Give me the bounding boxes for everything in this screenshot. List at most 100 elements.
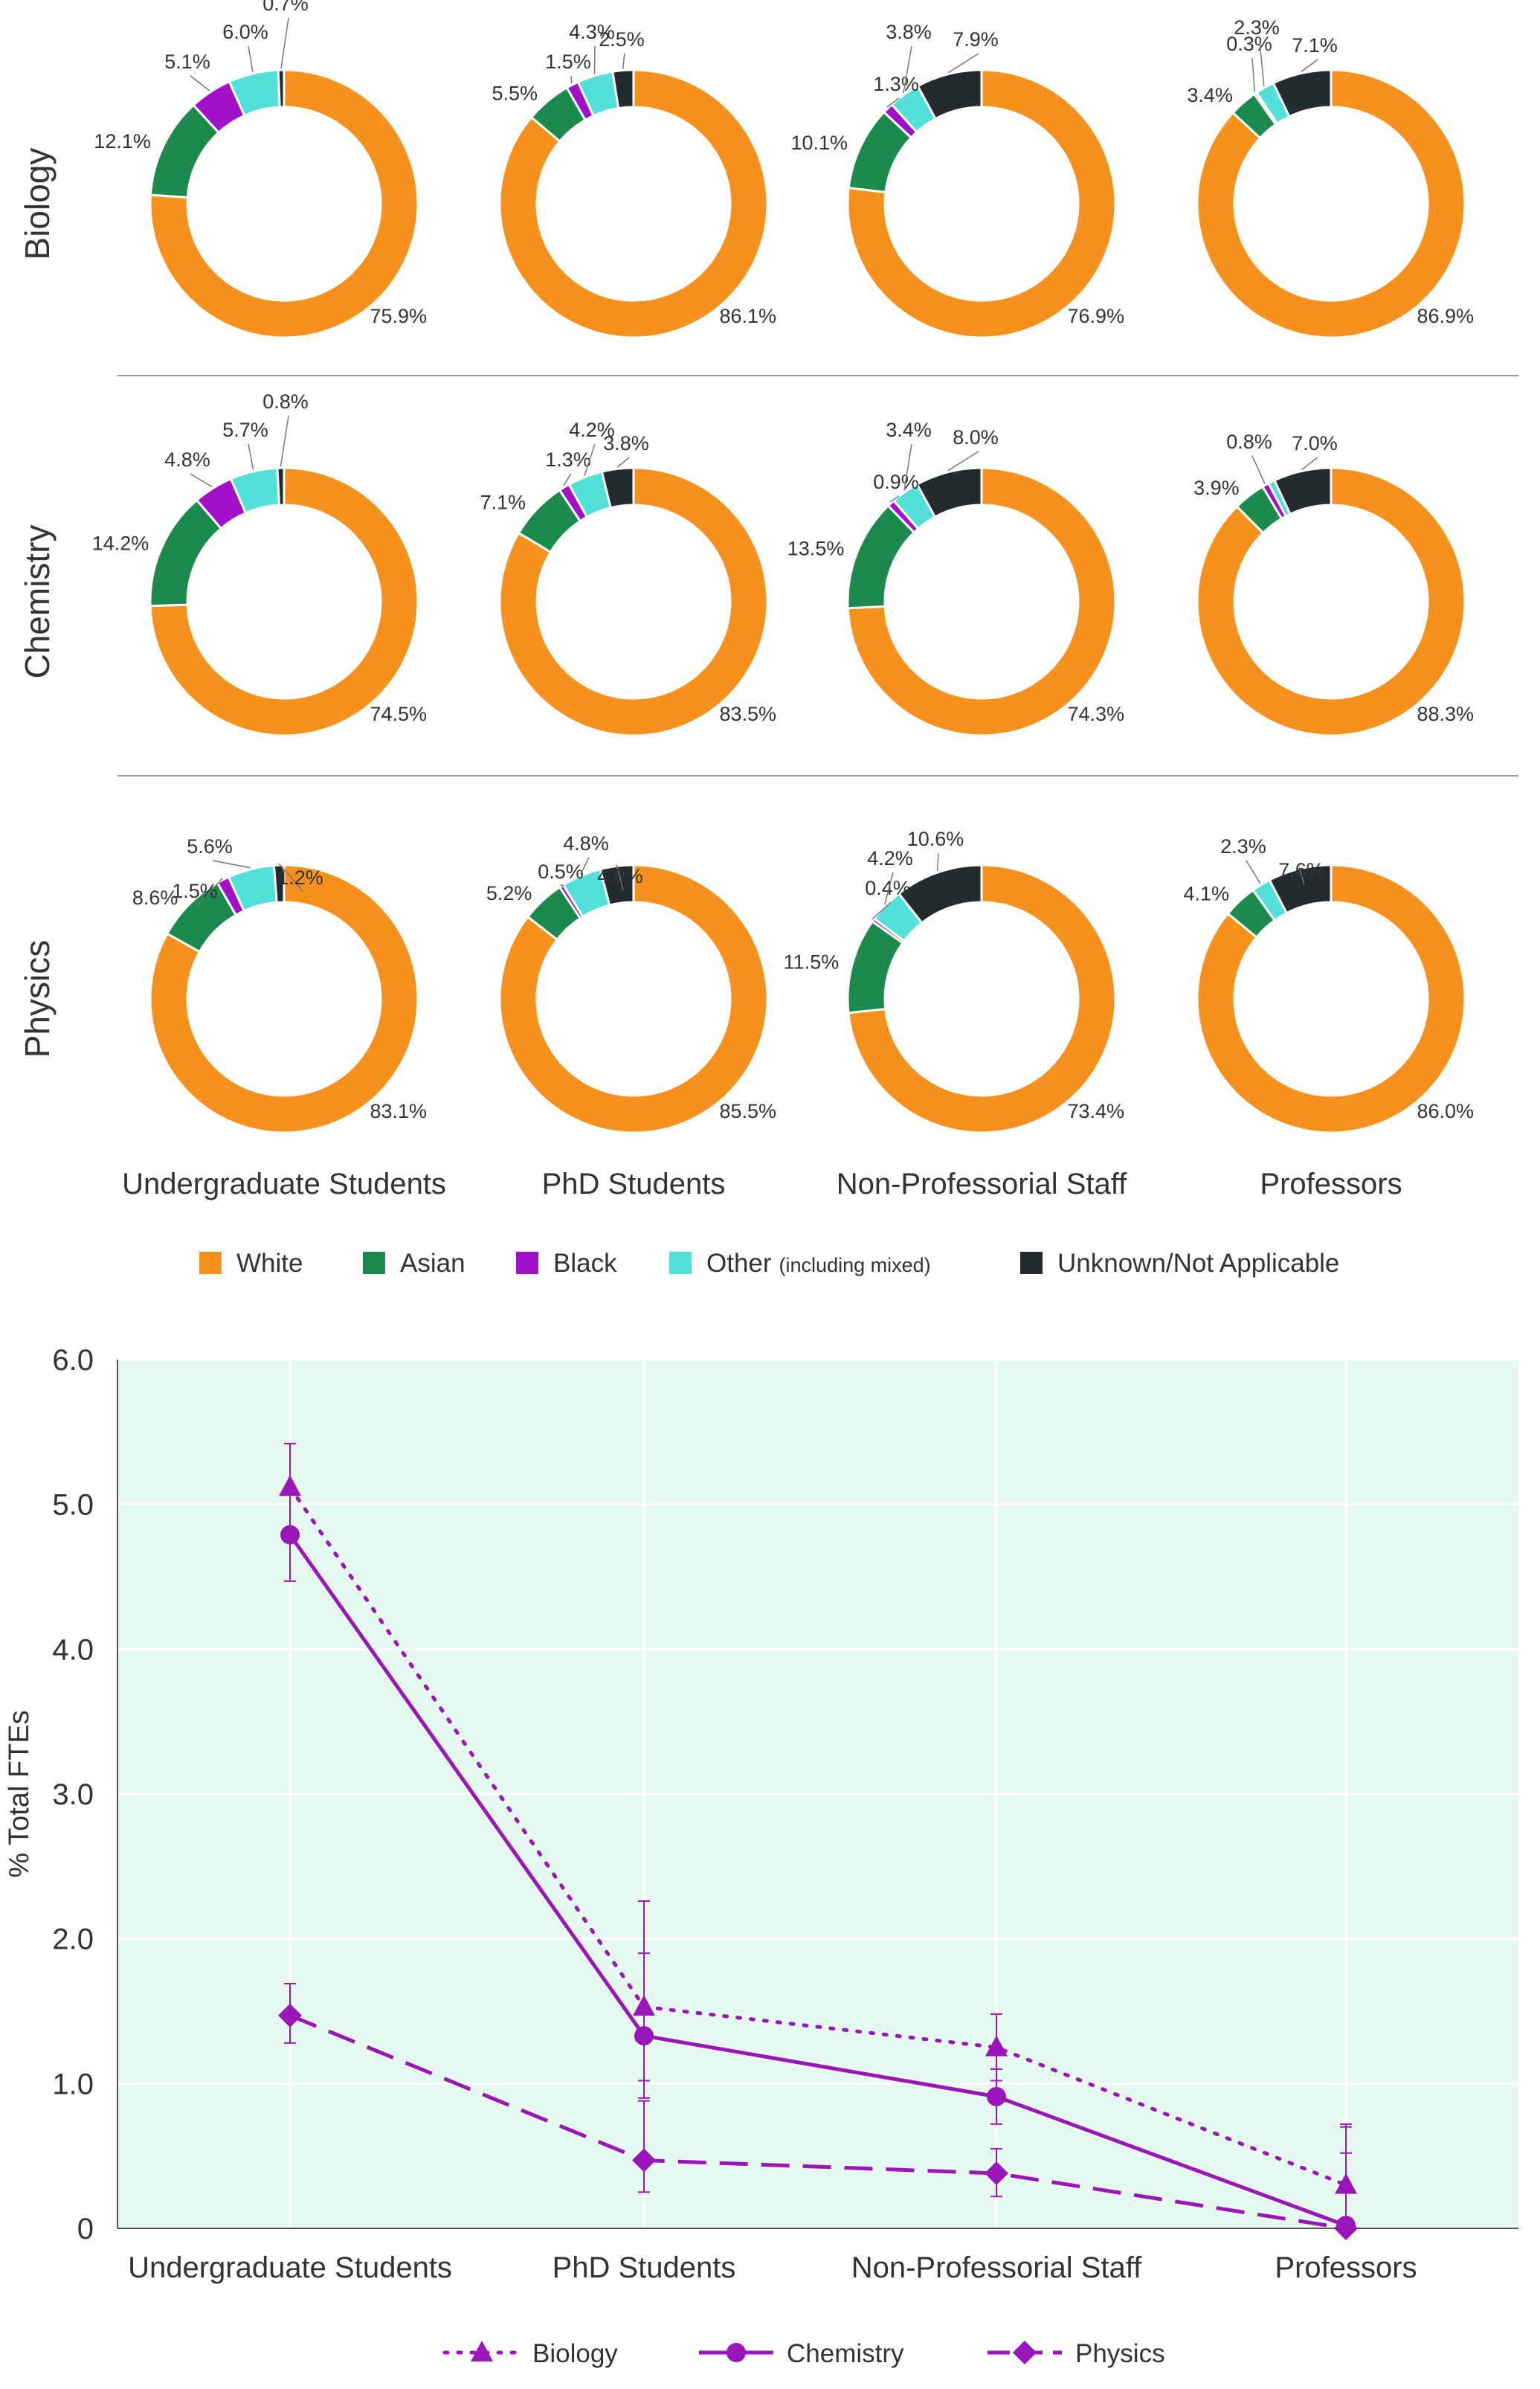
data-label-white: 85.5% xyxy=(719,1100,776,1122)
series-physics xyxy=(278,1983,1358,2240)
leader-unknown xyxy=(1298,866,1305,885)
y-tick-label: 2.0 xyxy=(52,1923,94,1956)
data-label-black: 1.3% xyxy=(873,73,919,95)
data-label-asian: 5.5% xyxy=(492,83,538,105)
legend-item-asian: Asian xyxy=(363,1249,465,1278)
circle-marker xyxy=(280,1525,300,1545)
data-label-black: 0.8% xyxy=(1226,431,1272,453)
slice-white xyxy=(847,864,1117,1134)
data-label-other: 4.2% xyxy=(867,847,913,869)
data-label-unknown: 10.6% xyxy=(907,828,964,850)
row-label-chemistry: Chemistry xyxy=(18,524,57,678)
y-tick-label: 3.0 xyxy=(52,1778,94,1811)
leader-other xyxy=(1246,860,1261,884)
data-label-asian: 11.5% xyxy=(784,951,840,973)
diamond-marker xyxy=(1334,2216,1358,2240)
slice-white xyxy=(149,68,419,339)
donut-chemistry-2: 83.5% 7.1% 1.3% 4.2%3.8% xyxy=(480,419,776,737)
leader-unknown xyxy=(616,457,630,468)
slice-white xyxy=(149,466,419,737)
leader-unknown xyxy=(622,53,625,69)
series-line xyxy=(289,2013,1347,2231)
data-label-white: 86.9% xyxy=(1417,305,1474,327)
data-label-asian: 10.1% xyxy=(790,132,848,154)
data-label-unknown: 3.8% xyxy=(603,432,649,454)
series-line xyxy=(288,1485,1348,2187)
slice-white xyxy=(149,864,419,1134)
data-label-unknown: 8.0% xyxy=(953,426,999,448)
legend-label: White xyxy=(236,1249,303,1278)
donut-biology-2: 86.1% 5.5% 1.5% 4.3%2.5% xyxy=(492,21,776,339)
legend-label: Asian xyxy=(400,1249,465,1278)
x-tick-label: Non-Professorial Staff xyxy=(851,2251,1142,2284)
donut-legend: White Asian Black Other (including mixed) Unk… xyxy=(199,1249,1339,1278)
legend-item-other: Other (including mixed) xyxy=(669,1249,931,1278)
data-label-white: 73.4% xyxy=(1067,1100,1124,1122)
data-label-unknown: 7.0% xyxy=(1292,432,1338,454)
leader-black xyxy=(886,97,900,108)
slice-unknown xyxy=(1272,466,1333,516)
leader-unknown xyxy=(280,17,289,69)
legend-item-biology: Biology xyxy=(442,2339,618,2368)
y-tick-label: 1.0 xyxy=(52,2068,94,2100)
leader-black xyxy=(560,884,564,887)
leader-other xyxy=(884,872,894,905)
data-label-asian: 3.4% xyxy=(1187,84,1233,106)
leader-unknown xyxy=(280,415,289,467)
data-label-white: 86.0% xyxy=(1417,1100,1474,1122)
data-label-unknown: 0.8% xyxy=(262,390,309,413)
circle-marker xyxy=(726,2343,746,2362)
data-label-black: 1.3% xyxy=(545,448,591,471)
diamond-marker xyxy=(1013,2341,1037,2364)
donut-chart-grid: Biology Chemistry Physics 75.9% 12.1% 5.1% 6.0… xyxy=(18,0,1518,1200)
donut-biology-4: 86.9% 3.4% 0.3%2.3% 7.1% xyxy=(1187,16,1474,339)
data-label-other: 2.3% xyxy=(1220,835,1266,858)
slice-white xyxy=(846,466,1117,737)
data-label-black: 0.5% xyxy=(538,861,584,883)
leader-black xyxy=(1251,57,1255,92)
data-label-other: 5.7% xyxy=(222,419,268,441)
row-label-biology: Biology xyxy=(18,148,57,260)
column-label-2: PhD Students xyxy=(542,1168,726,1200)
legend-label: Black xyxy=(553,1249,617,1278)
leader-black xyxy=(563,473,572,486)
slice-unknown xyxy=(1268,864,1333,915)
data-label-other: 4.3% xyxy=(569,21,615,43)
data-label-white: 88.3% xyxy=(1417,703,1474,725)
leader-unknown xyxy=(1301,457,1318,470)
legend-label: Physics xyxy=(1075,2339,1165,2368)
slice-unknown xyxy=(272,864,286,904)
legend-swatch xyxy=(516,1252,538,1274)
donut-biology-3: 76.9% 10.1% 1.3% 3.8% 7.9% xyxy=(790,21,1124,339)
slice-white xyxy=(846,68,1117,339)
diamond-marker xyxy=(278,2003,302,2028)
data-label-black: 5.1% xyxy=(164,51,210,73)
leader-other xyxy=(903,443,912,491)
slice-white xyxy=(498,864,769,1134)
leader-black xyxy=(1251,455,1266,484)
data-label-white: 75.9% xyxy=(370,305,427,327)
data-label-unknown: 2.5% xyxy=(599,28,645,51)
data-label-white: 83.5% xyxy=(719,703,776,725)
donut-physics-3: 73.4% 11.5% 0.4% 4.2%10.6% xyxy=(784,828,1124,1134)
slice-unknown xyxy=(277,68,286,109)
slice-unknown xyxy=(599,864,635,907)
legend-label: Unknown/Not Applicable xyxy=(1057,1249,1339,1278)
data-label-other: 4.2% xyxy=(569,419,615,441)
slice-unknown xyxy=(276,466,286,507)
circle-marker xyxy=(634,2026,654,2046)
slice-white xyxy=(1196,68,1466,339)
data-label-asian: 14.2% xyxy=(92,533,149,555)
data-label-unknown: 7.6% xyxy=(1278,859,1324,881)
data-label-black: 0.4% xyxy=(865,877,911,899)
donut-chemistry-4: 88.3% 3.9% 0.8% 7.0% xyxy=(1193,431,1474,737)
donut-physics-2: 85.5% 5.2% 0.5% 4.8% 4.0% xyxy=(486,832,776,1134)
diamond-marker xyxy=(632,2148,656,2173)
data-label-other: 3.8% xyxy=(886,21,932,43)
leader-black xyxy=(197,878,223,906)
legend-sublabel: (including mixed) xyxy=(779,1254,931,1276)
x-tick-label: PhD Students xyxy=(552,2251,736,2284)
leader-unknown xyxy=(947,53,979,74)
leader-unknown xyxy=(1301,59,1318,73)
leader-other xyxy=(580,857,590,875)
